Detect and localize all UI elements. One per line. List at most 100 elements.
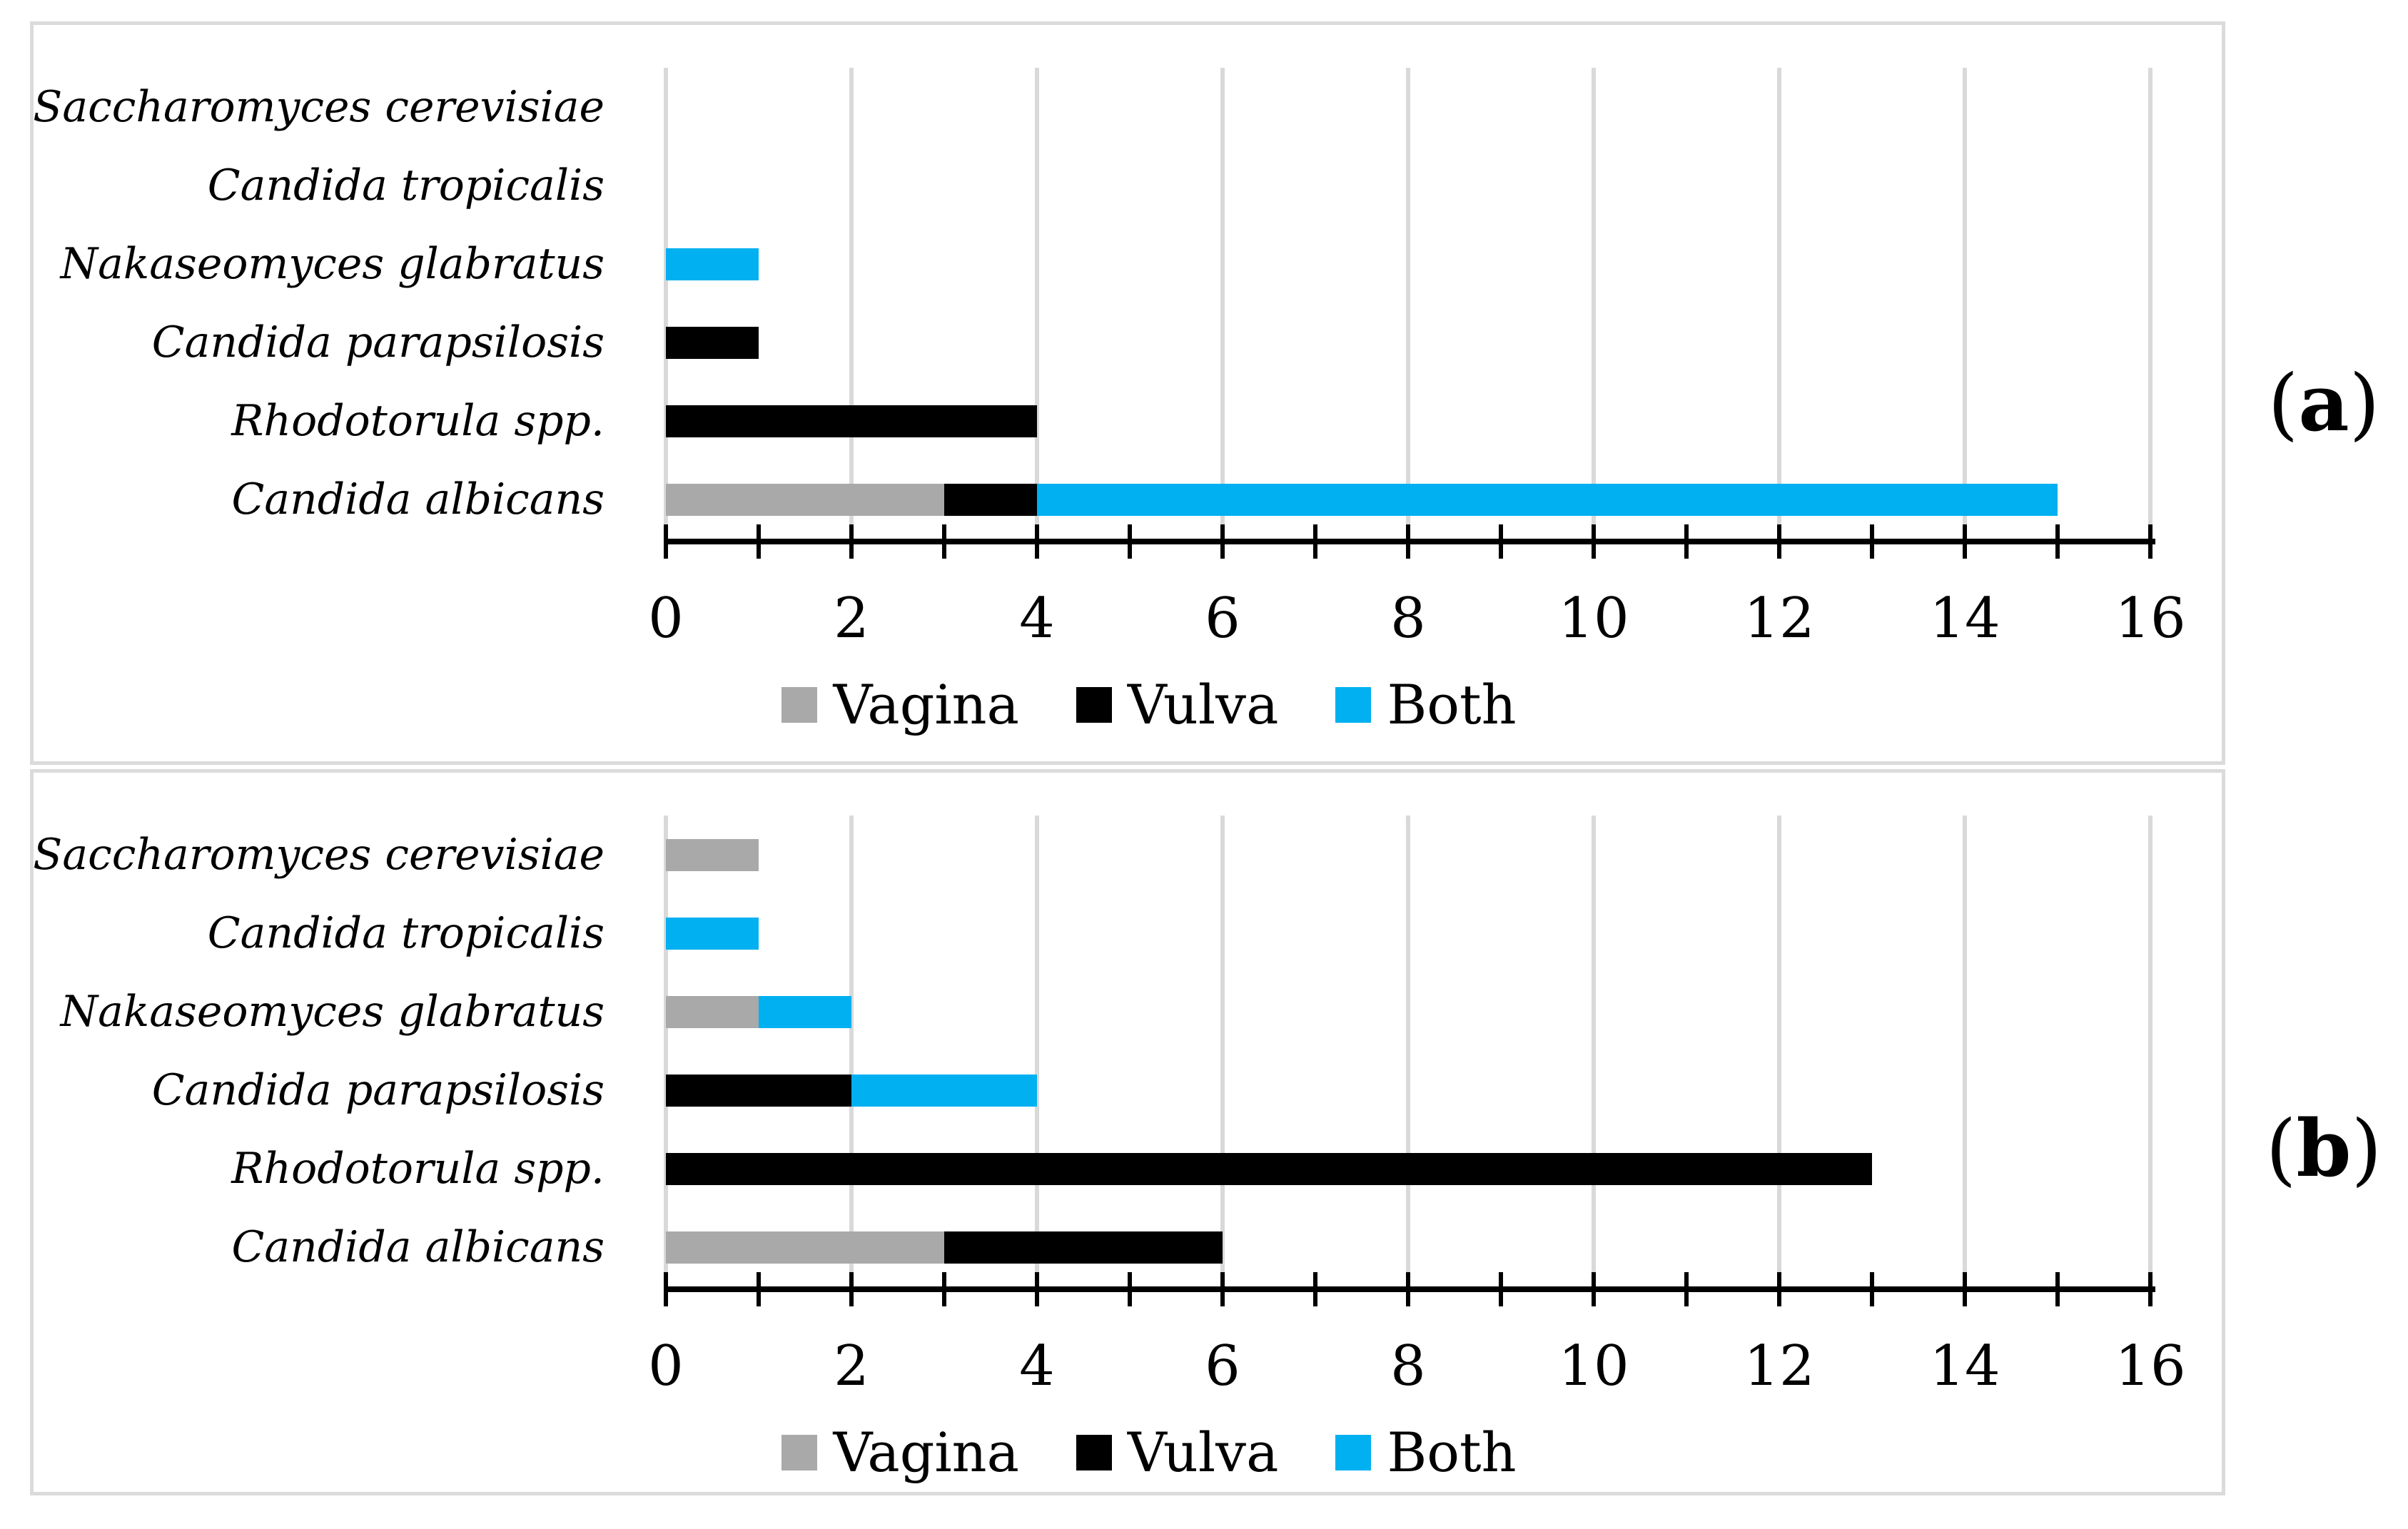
axis-tick bbox=[849, 1272, 854, 1306]
axis-tick bbox=[2055, 1272, 2060, 1306]
bar-segment-vulva bbox=[666, 1152, 1872, 1185]
axis-tick bbox=[1406, 524, 1410, 559]
gridline bbox=[849, 816, 854, 1286]
axis-tick bbox=[1499, 1272, 1503, 1306]
panel-label-a-letter: a bbox=[2298, 357, 2349, 449]
x-axis-tick-label: 14 bbox=[1929, 586, 2000, 651]
x-axis-tick-label: 4 bbox=[1019, 1334, 1055, 1398]
legend-swatch-both bbox=[1335, 1435, 1372, 1470]
x-axis-tick-label: 2 bbox=[834, 1334, 869, 1398]
bar-stack bbox=[666, 91, 2150, 123]
legend-label: Both bbox=[1387, 1421, 1517, 1484]
axis-tick bbox=[1128, 524, 1132, 559]
bar-segment-vagina bbox=[666, 483, 944, 516]
bar-segment-vulva bbox=[944, 1231, 1223, 1264]
bar-stack bbox=[666, 405, 2150, 437]
bar-segment-both bbox=[1037, 483, 2058, 516]
category-label: Saccharomyces cerevisiae bbox=[33, 830, 604, 880]
axis-tick bbox=[1777, 1272, 1781, 1306]
x-axis-tick-label: 14 bbox=[1929, 1334, 2000, 1398]
x-axis-tick-label: 12 bbox=[1744, 586, 1815, 651]
panel-label-b-open: ( bbox=[2265, 1103, 2297, 1194]
plot-area bbox=[664, 816, 2152, 1286]
axis-tick bbox=[664, 1272, 668, 1306]
category-label: Candida albicans bbox=[231, 1222, 604, 1272]
bar-stack bbox=[666, 248, 2150, 280]
legend-item-vulva: Vulva bbox=[1076, 1421, 1279, 1484]
category-label: Candida parapsilosis bbox=[151, 318, 604, 367]
bar-row bbox=[666, 460, 2150, 539]
panel-label-b: (b) bbox=[2248, 1102, 2399, 1194]
legend-swatch-vulva bbox=[1076, 1435, 1112, 1470]
gridline bbox=[1592, 816, 1596, 1286]
legend: Vagina Vulva Both bbox=[55, 1421, 2243, 1484]
bar-segment-both bbox=[759, 995, 851, 1028]
legend-label: Vagina bbox=[833, 673, 1019, 736]
gridline bbox=[1963, 68, 1967, 539]
x-axis-tick-label: 0 bbox=[648, 586, 684, 651]
bars-area bbox=[666, 68, 2150, 539]
x-axis-tick-label: 6 bbox=[1205, 586, 1240, 651]
x-axis-tick-label: 12 bbox=[1744, 1334, 1815, 1398]
bar-stack bbox=[666, 995, 2150, 1028]
gridline bbox=[849, 68, 854, 539]
legend: Vagina Vulva Both bbox=[55, 673, 2243, 736]
gridline bbox=[1220, 816, 1225, 1286]
gridline bbox=[1963, 816, 1967, 1286]
panel-label-b-letter: b bbox=[2296, 1102, 2352, 1194]
category-label: Rhodotorula spp. bbox=[231, 396, 604, 446]
bar-row bbox=[666, 1208, 2150, 1286]
legend-swatch-vulva bbox=[1076, 687, 1112, 723]
panel-label-a-close: ) bbox=[2349, 357, 2380, 449]
legend-swatch-vagina bbox=[781, 687, 818, 723]
gridline bbox=[664, 68, 668, 539]
axis-tick bbox=[1963, 524, 1967, 559]
axis-tick bbox=[1684, 524, 1689, 559]
gridline bbox=[1406, 68, 1410, 539]
bar-row bbox=[666, 816, 2150, 894]
x-axis-labels: 0 2 4 6 8 10 12 14 16 bbox=[648, 1334, 2185, 1398]
axis-tick bbox=[849, 524, 854, 559]
axis-tick bbox=[757, 524, 761, 559]
bar-segment-vulva bbox=[666, 1074, 851, 1107]
axis-tick bbox=[1406, 1272, 1410, 1306]
legend-item-vagina: Vagina bbox=[781, 1426, 1019, 1480]
axis-tick bbox=[1592, 1272, 1596, 1306]
bar-row bbox=[666, 225, 2150, 303]
bar-segment-both bbox=[666, 248, 759, 280]
axis-tick bbox=[1220, 1272, 1225, 1306]
category-label: Saccharomyces cerevisiae bbox=[33, 82, 604, 132]
category-label: Candida parapsilosis bbox=[151, 1065, 604, 1115]
category-labels: Saccharomyces cerevisiae Candida tropical… bbox=[33, 816, 604, 1286]
legend-label: Vulva bbox=[1127, 1421, 1279, 1484]
category-label: Candida tropicalis bbox=[207, 161, 604, 210]
gridline bbox=[1406, 816, 1410, 1286]
axis-ticks bbox=[664, 1272, 2152, 1306]
bar-stack bbox=[666, 1231, 2150, 1264]
axis-tick bbox=[2055, 524, 2060, 559]
chart-panel-b: Saccharomyces cerevisiae Candida tropical… bbox=[30, 769, 2225, 1495]
axis-tick bbox=[1777, 524, 1781, 559]
gridline bbox=[1777, 816, 1781, 1286]
legend-label: Both bbox=[1387, 673, 1517, 736]
legend-item-vagina: Vagina bbox=[781, 673, 1019, 736]
gridlines bbox=[664, 816, 2152, 1286]
bar-segment-vulva bbox=[944, 483, 1037, 516]
gridlines bbox=[664, 68, 2152, 539]
gridline bbox=[1035, 68, 1039, 539]
bar-segment-vulva bbox=[666, 326, 759, 359]
axis-tick bbox=[942, 524, 946, 559]
axis-tick bbox=[1870, 524, 1874, 559]
bar-stack bbox=[666, 483, 2150, 516]
axis-ticks bbox=[664, 524, 2152, 559]
legend-label: Vulva bbox=[1127, 673, 1279, 736]
axis-tick bbox=[1035, 524, 1039, 559]
bar-stack bbox=[666, 170, 2150, 202]
category-label: Candida albicans bbox=[231, 474, 604, 524]
axis-tick bbox=[1128, 1272, 1132, 1306]
axis-tick bbox=[1684, 1272, 1689, 1306]
gridline bbox=[664, 816, 668, 1286]
axis-tick bbox=[1220, 524, 1225, 559]
x-axis-tick-label: 16 bbox=[2115, 586, 2186, 651]
